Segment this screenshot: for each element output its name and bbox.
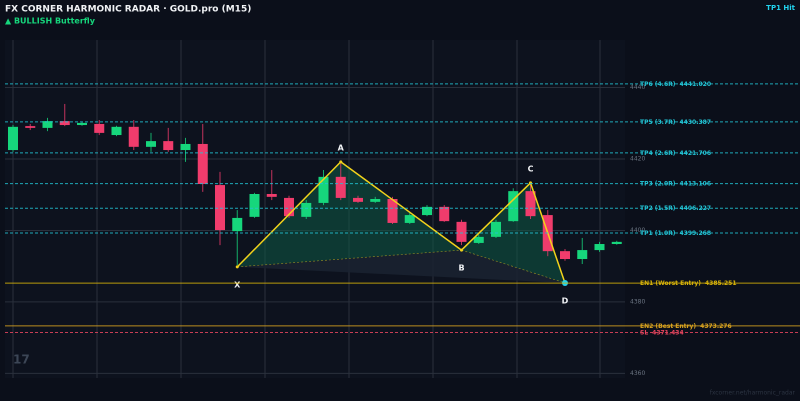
level-name: TP2 (1.5R) <box>640 205 676 212</box>
y-tick-label: 4440 <box>630 84 645 91</box>
chart-title: FX CORNER HARMONIC RADAR · GOLD.pro (M15… <box>5 5 251 15</box>
pattern-shadow <box>237 250 565 283</box>
level-label: TP6 (4.6R) 4441.020 <box>640 80 711 87</box>
level-value: 4421.706 <box>680 149 712 156</box>
candle-body <box>42 121 53 128</box>
candle-body <box>525 191 536 217</box>
pattern-subtitle: ▲ BULLISH Butterfly <box>5 17 96 26</box>
pattern-point <box>460 248 463 252</box>
candle-body <box>25 126 36 128</box>
level-label: SL 4371.434 <box>640 329 684 336</box>
pattern-fill-xab <box>237 161 462 267</box>
pattern-point-label: A <box>338 143 345 152</box>
candle-body <box>180 143 191 151</box>
candle-body <box>560 251 570 260</box>
candle-body <box>8 126 18 151</box>
watermark: 17 <box>13 353 30 367</box>
candle-body <box>77 122 87 126</box>
candle-body <box>249 193 260 217</box>
level-name: SL <box>640 329 648 336</box>
level-label: EN2 (Best Entry) 4373.276 <box>640 322 732 329</box>
candle-body <box>353 197 363 202</box>
candle-body <box>318 176 329 203</box>
level-value: 4406.227 <box>680 205 712 212</box>
level-value: 4373.276 <box>700 322 732 329</box>
level-value: 4371.434 <box>652 329 684 336</box>
level-label: TP2 (1.5R) 4406.227 <box>640 205 711 212</box>
candle-body <box>439 206 450 222</box>
level-label: TP4 (2.6R) 4421.706 <box>640 149 711 156</box>
pattern-point-label: D <box>562 296 569 305</box>
candle-body <box>508 191 519 222</box>
candle-body <box>111 126 122 136</box>
candle-body <box>491 221 501 237</box>
status: TP1 Hit <box>766 4 795 12</box>
level-name: EN2 (Best Entry) <box>640 322 696 329</box>
pattern-point-label: B <box>458 264 464 273</box>
level-name: TP1 (1.0R) <box>640 230 676 237</box>
candle-body <box>370 198 381 202</box>
candle-body <box>335 176 346 198</box>
level-value: 4385.251 <box>705 280 737 287</box>
y-tick-label: 4400 <box>630 227 645 234</box>
pattern-point-label: X <box>234 280 241 289</box>
level-value: 4441.020 <box>680 80 712 87</box>
level-label: EN1 (Worst Entry) 4385.251 <box>640 280 737 287</box>
level-value: 4430.387 <box>680 118 712 125</box>
candle-body <box>594 244 605 251</box>
y-tick-label: 4420 <box>630 155 645 162</box>
candle-body <box>266 193 277 197</box>
y-tick-label: 4360 <box>630 370 645 377</box>
level-label: TP1 (1.0R) 4399.268 <box>640 230 711 237</box>
pattern-point <box>235 265 239 269</box>
level-name: TP3 (2.0R) <box>640 180 676 187</box>
candle-body <box>215 185 225 231</box>
level-value: 4413.106 <box>680 180 712 187</box>
level-label: TP3 (2.0R) 4413.106 <box>640 180 711 187</box>
footer: fxcorner.net/harmonic_radar <box>710 390 796 397</box>
candle-body <box>146 141 156 147</box>
level-name: TP4 (2.6R) <box>640 149 676 156</box>
level-label: TP5 (3.7R) 4430.387 <box>640 118 711 125</box>
candle-body <box>577 250 588 260</box>
candle-body <box>456 221 467 242</box>
candle-body <box>232 217 243 232</box>
candle-body <box>301 202 312 217</box>
candle-body <box>128 126 139 147</box>
level-name: TP6 (4.6R) <box>640 80 676 87</box>
level-name: EN1 (Worst Entry) <box>640 280 701 287</box>
pattern-leg-dotted <box>237 249 462 268</box>
level-value: 4399.268 <box>680 230 712 237</box>
candle-body <box>473 236 484 243</box>
candle-body <box>94 123 105 133</box>
pattern-point-label: C <box>528 164 534 173</box>
pattern-point <box>339 160 343 164</box>
candle-body <box>611 241 622 245</box>
candle-body <box>404 215 415 223</box>
candle-body <box>197 143 208 184</box>
candle-body <box>59 121 70 126</box>
candle-body <box>163 141 174 151</box>
level-name: TP5 (3.7R) <box>640 118 676 125</box>
y-tick-label: 4380 <box>630 298 645 305</box>
candle-body <box>422 206 432 216</box>
candle-body <box>284 197 294 217</box>
candle-body <box>387 198 398 223</box>
